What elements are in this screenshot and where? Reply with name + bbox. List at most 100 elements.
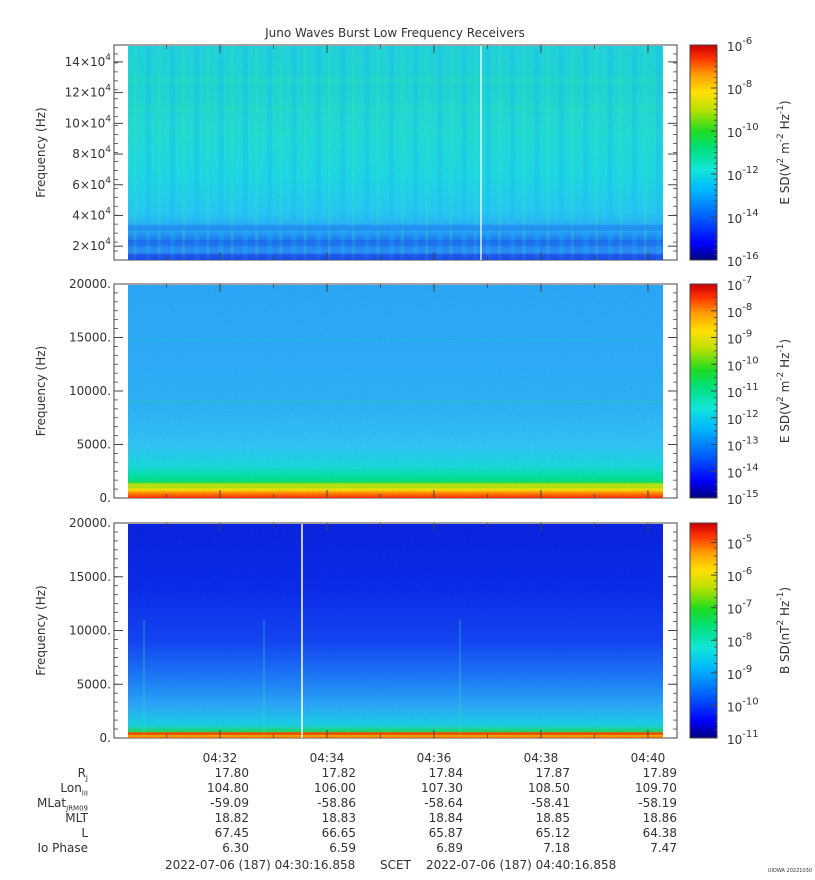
emission-band <box>128 732 663 736</box>
colorbar-tick-label: 10-6 <box>727 566 752 584</box>
ephemeris-value: 18.85 <box>535 811 570 825</box>
time-tick-label: 04:38 <box>524 751 559 765</box>
colorbar-tick-exponent: -12 <box>742 165 758 176</box>
colorbar-tick-label: 10-10 <box>727 355 759 373</box>
y-tick-label: 0. <box>100 731 111 745</box>
emission-band <box>128 483 663 488</box>
colorbar-label-part: B SD(nT <box>778 625 792 674</box>
colorbar-label-part: -2 <box>776 372 786 381</box>
ephemeris-value: 64.38 <box>642 826 677 840</box>
colorbar-tick-exponent: -11 <box>742 382 758 393</box>
ephemeris-value: 17.89 <box>642 766 677 780</box>
colorbar-tick-exponent: -13 <box>742 436 758 447</box>
colorbar-tick-exponent: -8 <box>742 302 752 313</box>
ephemeris-label: MLatJRM09 <box>37 796 88 812</box>
y-tick-label: 8×104 <box>72 145 111 161</box>
time-axis: 04:32 04:34 04:36 04:38 04:40 <box>203 751 666 765</box>
colorbar-label-part: Hz <box>778 114 792 133</box>
ephemeris-value: 17.82 <box>321 766 356 780</box>
colorbar-tick-exponent: -8 <box>742 631 752 642</box>
y-tick-exponent: 4 <box>105 237 111 247</box>
colorbar-tick-label: 10-8 <box>727 302 752 320</box>
colorbar-tick-exponent: -5 <box>742 534 752 545</box>
colorbar-label-part: E SD(V <box>778 163 792 205</box>
colorbar-label-part: m <box>778 142 792 158</box>
colorbar-tick-exponent: -6 <box>742 566 752 577</box>
colorbar-tick-label: 10-8 <box>727 631 752 649</box>
spectrogram-panel-2: 0. 5000. 10000. 15000. 20000. Frequency (Hz) 1… <box>34 275 792 507</box>
footer-end-label: 2022-07-06 (187) 04:40:16.858 <box>426 858 617 872</box>
ephemeris-value: 6.30 <box>222 841 249 855</box>
emission-band <box>128 104 663 111</box>
colorbar-tick-label: 10-12 <box>727 165 759 183</box>
colorbar-label-part: 2 <box>776 396 786 402</box>
y-tick-exponent: 4 <box>105 206 111 216</box>
ephemeris-value: 7.18 <box>543 841 570 855</box>
y-tick-exponent: 4 <box>105 176 111 186</box>
colorbar-label-part: ) <box>778 339 792 344</box>
ephemeris-value: 67.45 <box>214 826 249 840</box>
ephemeris-label-main: MLT <box>65 811 88 825</box>
colorbar-tick-label: 10-15 <box>727 489 759 507</box>
ephemeris-label-main: Io Phase <box>37 841 88 855</box>
footer-start-time: 2022-07-06 (187) 04:30:16.858 <box>165 858 355 872</box>
ephemeris-label: RJ <box>78 766 88 782</box>
colorbar-tick-label: 10-11 <box>727 382 759 400</box>
time-tick-label: 04:40 <box>631 751 666 765</box>
ephemeris-value: 17.80 <box>214 766 249 780</box>
colorbar-tick-exponent: -14 <box>742 462 758 473</box>
colorbar <box>689 44 718 261</box>
colorbar-label: E SD(V2 m-2 Hz-1) <box>776 339 792 443</box>
ephemeris-value: -58.19 <box>638 796 677 810</box>
ephemeris-label-main: Lon <box>60 781 82 795</box>
ephemeris-value: 65.87 <box>428 826 463 840</box>
ephemeris-label: LonIII <box>60 781 88 797</box>
footer-end-time: 2022-07-06 (187) 04:40:16.858 <box>426 858 616 872</box>
ephemeris-label-main: L <box>81 826 88 840</box>
colorbar-tick-exponent: -11 <box>742 729 758 740</box>
ephemeris-label-subscript: J <box>85 774 88 783</box>
colorbar-tick-label: 10-13 <box>727 436 759 454</box>
ephemeris-value: 17.84 <box>428 766 463 780</box>
y-tick-exponent: 4 <box>105 53 111 63</box>
ephemeris-value: 7.47 <box>650 841 677 855</box>
ephemeris-value: 107.30 <box>420 781 463 795</box>
colorbar-tick-label: 10-7 <box>727 599 752 617</box>
y-tick-label: 12×104 <box>65 84 112 100</box>
spectrogram-noise <box>128 524 663 738</box>
colorbar-label-part: -1 <box>776 105 786 114</box>
colorbar-tick-label: 10-7 <box>727 275 752 293</box>
ephemeris-value: 18.86 <box>642 811 677 825</box>
time-tick-label: 04:36 <box>417 751 452 765</box>
colorbar-tick-exponent: -15 <box>742 489 758 500</box>
emission-band <box>128 77 663 84</box>
ephemeris-value: 18.84 <box>428 811 463 825</box>
colorbar-tick-label: 10-10 <box>727 122 759 140</box>
colorbar-tick-exponent: -6 <box>742 36 752 47</box>
spectrogram-panel-1: 2×104 4×104 6×104 8×104 10×104 12×104 14×104 Fr… <box>34 36 792 269</box>
ephemeris-label: MLT <box>65 811 88 825</box>
ephemeris-label: L <box>81 826 88 840</box>
colorbar-label: E SD(V2 m-2 Hz-1) <box>776 100 792 204</box>
ephemeris-label: Io Phase <box>37 841 88 855</box>
colorbar-tick-label: 10-6 <box>727 36 752 54</box>
ephemeris-value: -58.64 <box>424 796 463 810</box>
emission-band <box>128 128 663 134</box>
colorbar-tick-exponent: -14 <box>742 208 758 219</box>
ephemeris-value: -59.09 <box>210 796 249 810</box>
y-tick-exponent: 4 <box>105 84 111 94</box>
y-tick-label: 15000. <box>69 331 111 345</box>
ephemeris-value: 18.82 <box>214 811 249 825</box>
ephemeris-value: 17.87 <box>535 766 570 780</box>
ephemeris-label-main: R <box>77 766 86 780</box>
colorbar-tick-label: 10-5 <box>727 534 752 552</box>
colorbar-label-part: ) <box>778 587 792 592</box>
y-tick-label: 0. <box>100 491 111 505</box>
y-tick-label: 15000. <box>69 570 111 584</box>
institution-stamp: UIOWA 20221030 <box>767 868 812 874</box>
colorbar-tick-exponent: -7 <box>742 599 752 610</box>
colorbar-tick-exponent: -9 <box>742 664 752 675</box>
colorbar-tick-label: 10-9 <box>727 664 752 682</box>
colorbar-tick-label: 10-14 <box>727 462 759 480</box>
